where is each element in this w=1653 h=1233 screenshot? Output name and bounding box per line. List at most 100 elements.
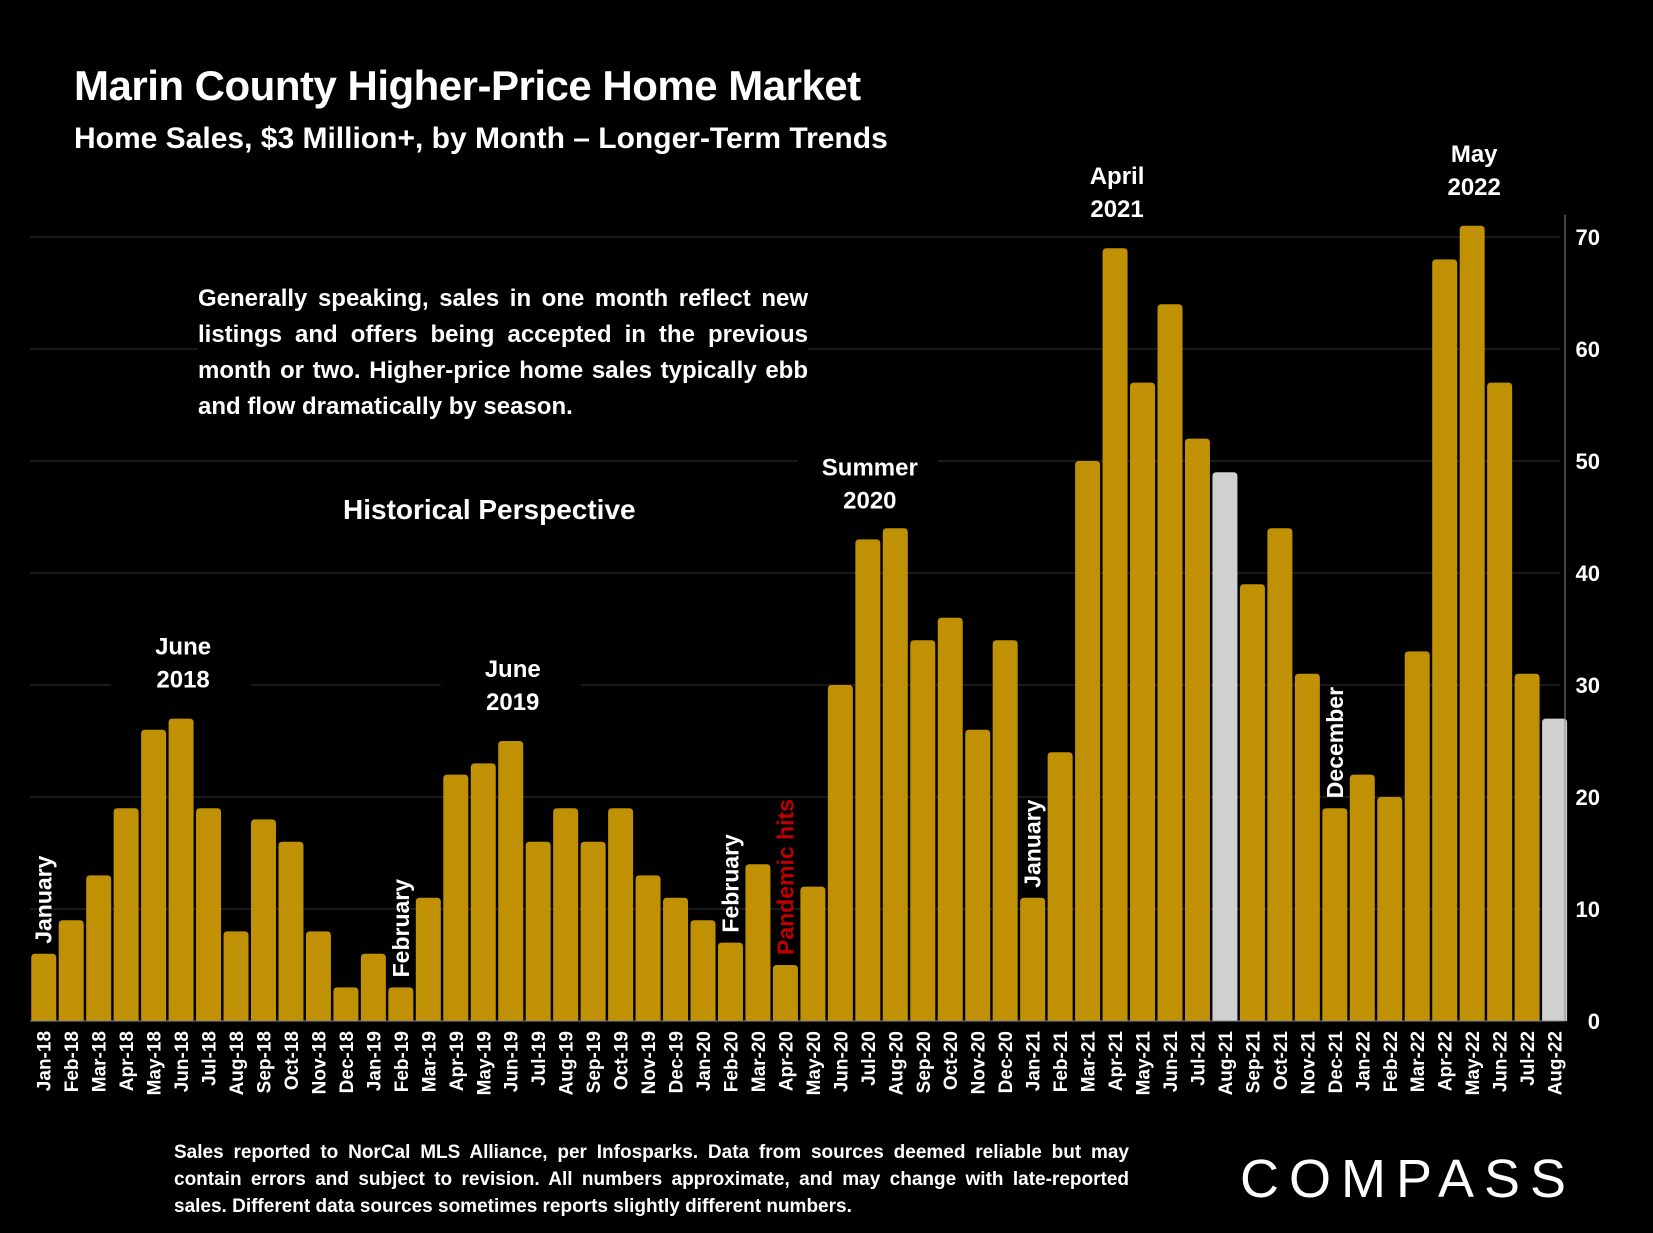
bar [992, 640, 1018, 1021]
bar [1130, 382, 1156, 1022]
x-tick-label: Oct-20 [941, 1031, 962, 1090]
annotation-label: February [717, 834, 743, 933]
bar [58, 920, 84, 1021]
bar [937, 617, 963, 1021]
bar [470, 763, 496, 1021]
x-tick-label: Aug-21 [1216, 1031, 1237, 1096]
x-tick-label: Nov-21 [1298, 1031, 1319, 1095]
x-tick-label: Jan-20 [694, 1031, 715, 1091]
bar [745, 864, 771, 1021]
bar [1075, 461, 1101, 1021]
bar [1487, 382, 1513, 1022]
y-tick-label: 0 [1588, 1009, 1600, 1034]
annotation-backing [797, 449, 938, 516]
bar [1514, 673, 1540, 1021]
bar [388, 987, 414, 1021]
x-tick-label: Feb-18 [62, 1031, 83, 1092]
annotation-backing [1402, 135, 1543, 202]
x-tick-label: Apr-20 [776, 1031, 797, 1091]
x-tick-label: Aug-20 [886, 1031, 907, 1095]
chart-subtitle: Home Sales, $3 Million+, by Month – Long… [74, 122, 888, 155]
bar [1542, 718, 1568, 1021]
bar [1212, 472, 1238, 1021]
chart-title: Marin County Higher-Price Home Market [74, 62, 861, 109]
historical-perspective-label: Historical Perspective [343, 494, 636, 525]
annotation-label: Pandemic hits [772, 799, 798, 955]
x-tick-label: Jun-20 [831, 1031, 852, 1092]
bar [305, 931, 331, 1021]
bar [250, 819, 276, 1021]
annotation-label: 2019 [486, 689, 539, 716]
bar [553, 808, 579, 1021]
x-tick-label: Dec-19 [667, 1031, 688, 1093]
x-tick-label: Nov-18 [309, 1031, 330, 1094]
bar [1157, 304, 1183, 1021]
bar [772, 965, 798, 1021]
bar [1047, 752, 1073, 1021]
bar [223, 931, 249, 1021]
y-tick-label: 70 [1576, 225, 1600, 250]
x-tick-label: Dec-20 [996, 1031, 1017, 1093]
x-tick-label: Sep-21 [1243, 1031, 1264, 1094]
x-tick-label: Apr-22 [1436, 1031, 1457, 1091]
x-tick-label: Jun-19 [502, 1031, 523, 1092]
bar [1459, 225, 1485, 1022]
bar [141, 729, 167, 1021]
annotation-backing [440, 651, 581, 717]
x-tick-label: Mar-22 [1408, 1031, 1429, 1092]
bar [580, 841, 606, 1021]
annotation-label: June [155, 634, 211, 661]
bar [1349, 774, 1375, 1021]
bar [635, 875, 661, 1021]
x-tick-label: Aug-19 [557, 1031, 578, 1095]
annotation-label: June [485, 656, 541, 683]
annotation-label: December [1322, 687, 1348, 798]
explanatory-note: Generally speaking, sales in one month r… [198, 279, 808, 427]
x-tick-label: Apr-21 [1106, 1031, 1127, 1092]
x-tick-label: Dec-21 [1326, 1031, 1347, 1094]
source-footnote: Sales reported to NorCal MLS Alliance, p… [174, 1142, 1129, 1217]
bar [498, 741, 524, 1021]
x-tick-label: Mar-20 [749, 1031, 770, 1092]
bar [86, 875, 112, 1021]
bar [360, 953, 386, 1021]
bar [278, 841, 304, 1021]
annotation-backing [1045, 158, 1186, 225]
x-tick-label: Apr-18 [117, 1031, 138, 1091]
x-tick-label: Feb-22 [1381, 1031, 1402, 1092]
x-tick-label: May-22 [1463, 1031, 1484, 1095]
x-tick-label: Jul-22 [1518, 1031, 1539, 1086]
x-tick-label: May-21 [1134, 1031, 1155, 1096]
y-axis-ticks: 0 10 20 30 40 50 60 70 [30, 214, 1600, 1034]
bar [525, 841, 551, 1021]
bar [415, 897, 441, 1021]
bar [168, 718, 194, 1021]
x-tick-label: Oct-18 [282, 1031, 303, 1090]
bar [1239, 584, 1265, 1021]
x-tick-label: Mar-19 [419, 1031, 440, 1092]
x-tick-label: Jan-21 [1024, 1031, 1045, 1092]
annotation-backing [111, 628, 252, 695]
x-axis-ticks: Jan-18 Feb-18 Mar-18 Apr-18 May-18 Jun-18 Jul-… [35, 1031, 1567, 1096]
x-tick-label: Jan-18 [35, 1031, 56, 1091]
x-tick-label: Mar-21 [1079, 1031, 1100, 1093]
bar [800, 886, 826, 1021]
x-tick-label: Jan-19 [364, 1031, 385, 1091]
x-tick-label: Jun-21 [1161, 1031, 1182, 1093]
bar [910, 640, 936, 1021]
x-tick-label: Feb-20 [721, 1031, 742, 1092]
bar [827, 685, 853, 1021]
annotation-label: 2022 [1447, 174, 1500, 201]
x-tick-label: Sep-19 [584, 1031, 605, 1093]
x-tick-label: Aug-18 [227, 1031, 248, 1095]
annotation-label: 2021 [1090, 196, 1143, 223]
y-tick-label: 20 [1576, 785, 1600, 810]
x-tick-label: Jun-22 [1491, 1031, 1512, 1092]
annotation-label: 2018 [156, 667, 209, 694]
bar [113, 808, 139, 1021]
annotations: June 2018 June 2019 Summer 2020 April 2021 May 20… [31, 135, 1543, 977]
bar [1377, 797, 1403, 1021]
x-tick-label: May-19 [474, 1031, 495, 1095]
x-tick-label: Oct-21 [1271, 1031, 1292, 1091]
